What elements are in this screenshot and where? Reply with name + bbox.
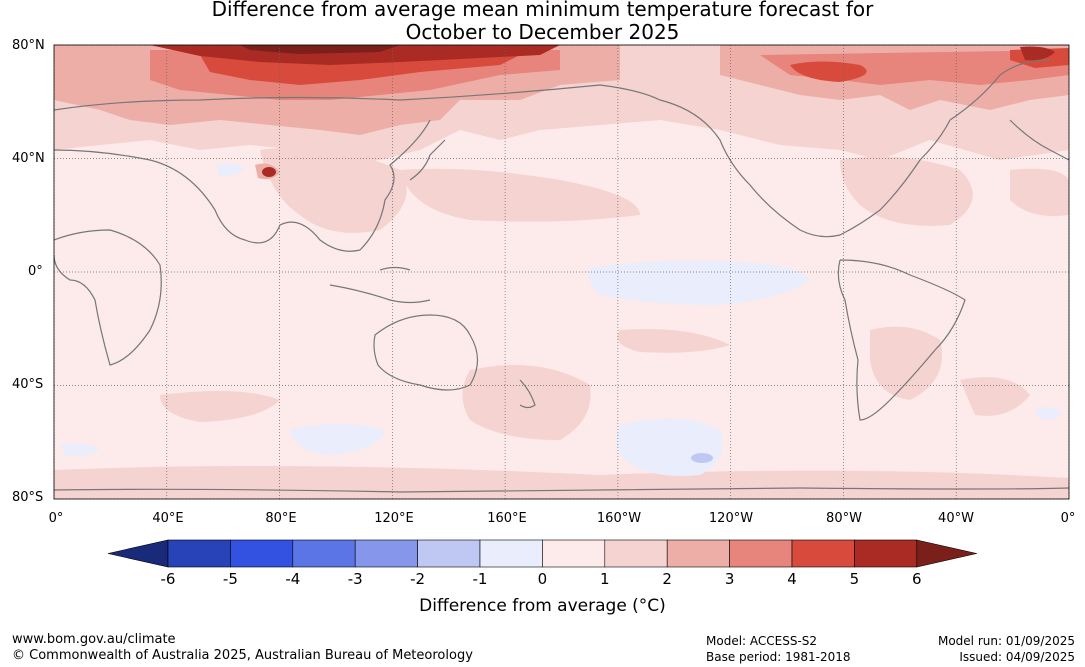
lon-label-40w: 40°W bbox=[938, 511, 974, 526]
australia-coast bbox=[373, 314, 479, 391]
colorbar-cell-6 bbox=[479, 539, 543, 568]
colorbar-cell-1 bbox=[167, 539, 231, 568]
colorbar-title: Difference from average (°C) bbox=[419, 596, 666, 616]
far-south-cool bbox=[60, 443, 100, 456]
japan-coast bbox=[409, 139, 446, 181]
lon-label-0-right: 0° bbox=[1060, 511, 1076, 526]
south-atlantic-cool bbox=[1035, 406, 1062, 420]
lon-label-80e: 80°E bbox=[265, 511, 297, 526]
footer-copyright: © Commonwealth of Australia 2025, Austra… bbox=[12, 648, 473, 663]
lon-label-0-left: 0° bbox=[48, 511, 64, 526]
greenland-coast bbox=[949, 59, 1051, 121]
antarctica-coast bbox=[54, 487, 1069, 493]
lon-label-160e: 160°E bbox=[487, 511, 527, 526]
greenland-extreme bbox=[1020, 46, 1055, 61]
colorbar-cell-5 bbox=[417, 539, 481, 568]
south-pacific-patch bbox=[462, 365, 591, 440]
lat-label-0: 0° bbox=[28, 264, 43, 279]
south-america-patch bbox=[870, 326, 942, 400]
lat-label-80n: 80°N bbox=[12, 38, 45, 53]
lon-label-120w: 120°W bbox=[708, 511, 754, 526]
map-frame bbox=[53, 44, 1070, 500]
colorbar-cell-12 bbox=[854, 539, 918, 568]
arctic-darkest bbox=[240, 45, 400, 54]
lat-label-40n: 40°N bbox=[12, 151, 45, 166]
anomaly-minus-1-to-0-areas bbox=[60, 163, 1062, 476]
lon-label-160w: 160°W bbox=[596, 511, 642, 526]
southern-indian-cool bbox=[290, 424, 385, 455]
south-pacific-cool-core bbox=[691, 453, 713, 463]
colorbar-cell-2 bbox=[230, 539, 294, 568]
colorbar-cell-11 bbox=[791, 539, 855, 568]
colorbar-cell-7 bbox=[542, 539, 606, 568]
colorbar-tick-label: 2 bbox=[662, 570, 672, 588]
chart-title-line-1: Difference from average mean minimum tem… bbox=[211, 0, 874, 21]
europe-coast bbox=[1009, 119, 1069, 161]
north-america-coast bbox=[659, 99, 951, 238]
chart-title-line-2: October to December 2025 bbox=[405, 20, 680, 44]
colorbar-tick-label: -3 bbox=[347, 570, 363, 588]
arctic-canada-strong bbox=[790, 61, 867, 82]
indonesia-coast bbox=[329, 266, 431, 304]
colorbar-tick-label: -6 bbox=[160, 570, 176, 588]
footer-url: www.bom.gov.au/climate bbox=[12, 632, 176, 647]
colorbar-cell-8 bbox=[604, 539, 668, 568]
colorbar-cell-9 bbox=[666, 539, 730, 568]
lon-label-40e: 40°E bbox=[152, 511, 184, 526]
lat-label-40s: 40°S bbox=[12, 377, 44, 392]
colorbar-tick-label: 0 bbox=[537, 570, 548, 588]
colorbar-tick-label: 1 bbox=[600, 570, 610, 588]
colorbar-tick-label: -4 bbox=[285, 570, 301, 588]
south-atlantic-patch bbox=[960, 377, 1030, 416]
lon-label-80w: 80°W bbox=[826, 511, 862, 526]
colorbar-tick-label: -2 bbox=[410, 570, 426, 588]
forecast-map bbox=[53, 44, 1070, 500]
indian-ocean-patch bbox=[160, 391, 280, 422]
coastlines bbox=[54, 59, 1069, 493]
arctic-coast bbox=[54, 84, 661, 111]
colorbar-extend-low bbox=[107, 539, 169, 568]
colorbar-tick-label: 4 bbox=[787, 570, 797, 588]
lon-label-120e: 120°E bbox=[374, 511, 414, 526]
colorbar-tick-label: 5 bbox=[849, 570, 860, 588]
africa-coast bbox=[54, 229, 162, 366]
footer-model: Model: ACCESS-S2 bbox=[706, 634, 818, 648]
colorbar-cell-3 bbox=[292, 539, 356, 568]
south-america-coast bbox=[837, 259, 966, 421]
equatorial-pacific-cool bbox=[588, 260, 810, 305]
eurasia-coast bbox=[54, 119, 431, 252]
east-pacific-patch bbox=[617, 329, 730, 353]
colorbar-tick-label: 3 bbox=[724, 570, 735, 588]
footer-base-period: Base period: 1981-2018 bbox=[706, 650, 851, 664]
north-pacific-patch bbox=[400, 168, 640, 222]
central-asia-extreme bbox=[262, 167, 276, 177]
anomaly-1-to-2-areas bbox=[54, 45, 1069, 499]
colorbar-extend-high bbox=[916, 539, 977, 568]
footer-model-run: Model run: 01/09/2025 bbox=[937, 634, 1075, 648]
north-america-patch bbox=[840, 156, 973, 226]
colorbar-cell-4 bbox=[354, 539, 418, 568]
new-zealand-coast bbox=[519, 379, 536, 409]
colorbar-tick-label: -5 bbox=[222, 570, 238, 588]
asia-patch bbox=[260, 147, 407, 233]
atlantic-patch bbox=[1010, 168, 1069, 216]
tibet-cool bbox=[215, 163, 245, 177]
colorbar-tick-label: -1 bbox=[472, 570, 488, 588]
colorbar-tick-label: 6 bbox=[912, 570, 922, 588]
lat-label-80s: 80°S bbox=[12, 490, 44, 505]
colorbar-cell-10 bbox=[729, 539, 793, 568]
footer-issued: Issued: 04/09/2025 bbox=[959, 650, 1075, 664]
